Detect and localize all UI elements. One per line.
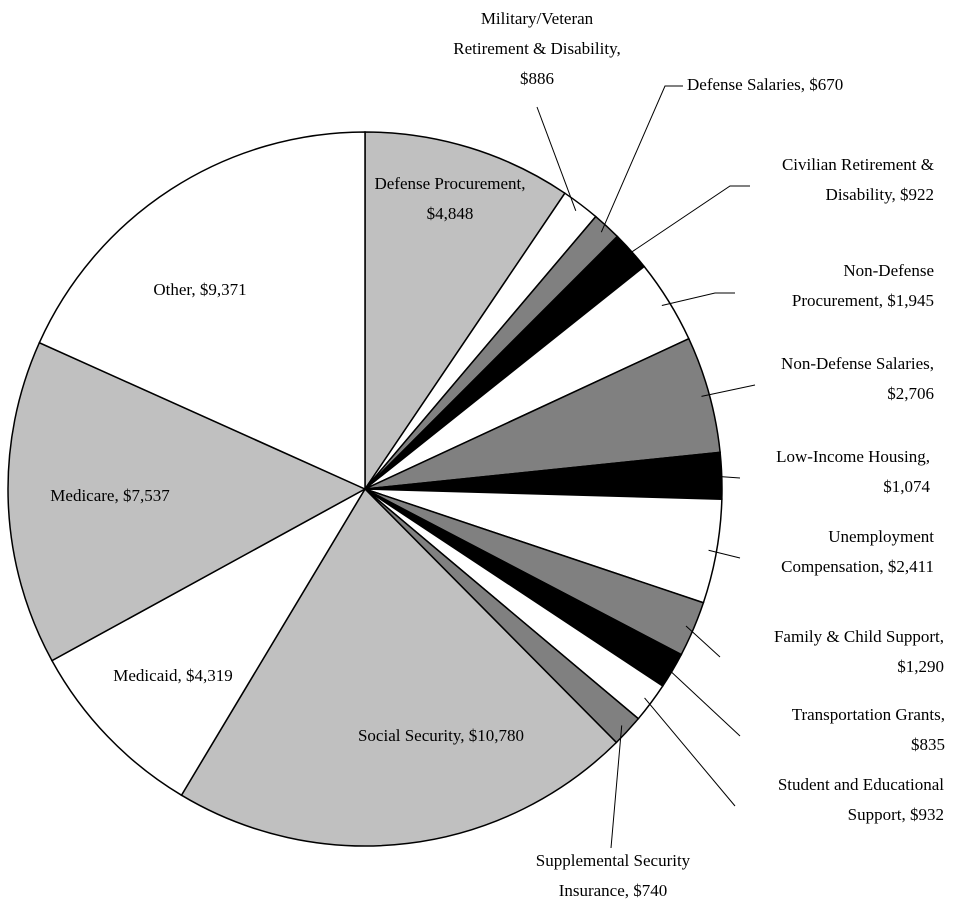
pie-slice [180, 487, 618, 847]
data-label: Non-Defense [843, 261, 934, 280]
data-label: $2,706 [887, 384, 934, 403]
pie-slice [7, 341, 367, 662]
leader-line [665, 666, 741, 737]
data-label: $4,848 [427, 204, 474, 223]
leader-line [600, 85, 683, 233]
data-label: Student and Educational [778, 775, 944, 794]
data-label: Civilian Retirement & [782, 155, 934, 174]
data-label: Unemployment [828, 527, 934, 546]
data-label: Insurance, $740 [559, 881, 668, 900]
data-label: Non-Defense Salaries, [781, 354, 934, 373]
leader-line [661, 292, 735, 306]
data-label: Transportation Grants, [792, 705, 945, 724]
data-label: Disability, $922 [826, 185, 934, 204]
leader-line [713, 475, 741, 479]
data-label: Low-Income Housing, [776, 447, 930, 466]
data-label: Family & Child Support, [774, 627, 944, 646]
leader-line [644, 697, 736, 807]
data-label: $835 [911, 735, 945, 754]
data-label: $886 [520, 69, 554, 88]
leader-line [708, 549, 741, 559]
data-label: $1,290 [897, 657, 944, 676]
data-label: Supplemental Security [536, 851, 691, 870]
data-label: Medicare, $7,537 [50, 486, 170, 505]
leader-line [536, 106, 577, 212]
leader-line [624, 185, 750, 257]
data-label: Retirement & Disability, [453, 39, 620, 58]
pie-slice [38, 131, 366, 491]
data-label: Compensation, $2,411 [781, 557, 934, 576]
data-label: Military/Veteran [481, 9, 594, 28]
data-label: Other, $9,371 [153, 280, 246, 299]
data-label: Medicaid, $4,319 [113, 666, 232, 685]
data-label: Defense Procurement, [374, 174, 525, 193]
data-label: Procurement, $1,945 [792, 291, 934, 310]
leader-line [610, 725, 623, 849]
pie-slice [364, 131, 566, 492]
data-label: Defense Salaries, $670 [687, 75, 843, 94]
leader-line [701, 384, 756, 397]
data-label: $1,074 [883, 477, 930, 496]
data-label: Support, $932 [848, 805, 944, 824]
leader-line [685, 625, 721, 658]
pie-slice [50, 487, 368, 797]
data-label: Social Security, $10,780 [358, 726, 524, 745]
